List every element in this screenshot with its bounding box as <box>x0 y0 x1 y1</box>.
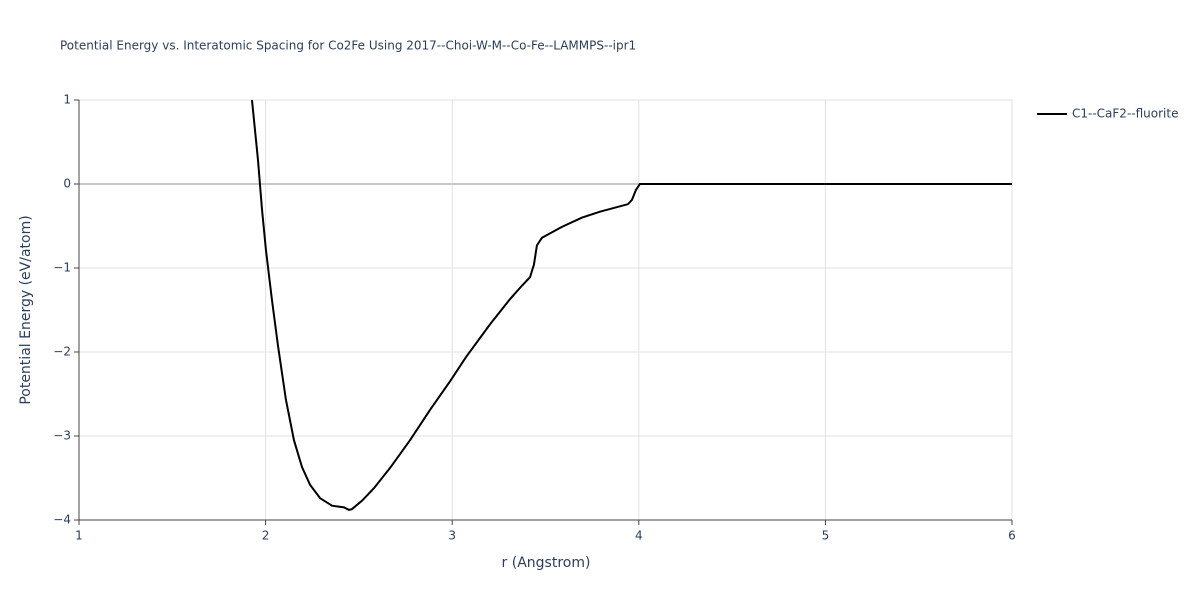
y-tick-label: −1 <box>53 261 71 275</box>
y-tick-label: 1 <box>63 93 71 107</box>
y-tick-label: −2 <box>53 345 71 359</box>
legend-label: C1--CaF2--fluorite <box>1072 107 1178 121</box>
y-tick-label: −3 <box>53 429 71 443</box>
x-axis-label: r (Angstrom) <box>502 555 591 571</box>
grid <box>78 99 1013 521</box>
legend: C1--CaF2--fluorite <box>1037 107 1178 121</box>
x-tick-label: 4 <box>635 529 643 543</box>
axes: 1 2 3 4 5 6 −4 −3 −2 −1 0 1 <box>53 93 1016 543</box>
x-tick-label: 6 <box>1008 529 1016 543</box>
x-tick-label: 5 <box>822 529 830 543</box>
x-tick-label: 3 <box>448 529 456 543</box>
y-axis-label: Potential Energy (eV/atom) <box>18 215 34 404</box>
x-tick-label: 1 <box>75 529 83 543</box>
x-tick-label: 2 <box>262 529 270 543</box>
chart-title: Potential Energy vs. Interatomic Spacing… <box>60 39 636 53</box>
y-tick-label: 0 <box>63 177 71 191</box>
data-line <box>250 100 1012 511</box>
plot-area <box>250 100 1012 511</box>
y-tick-label: −4 <box>53 513 71 527</box>
